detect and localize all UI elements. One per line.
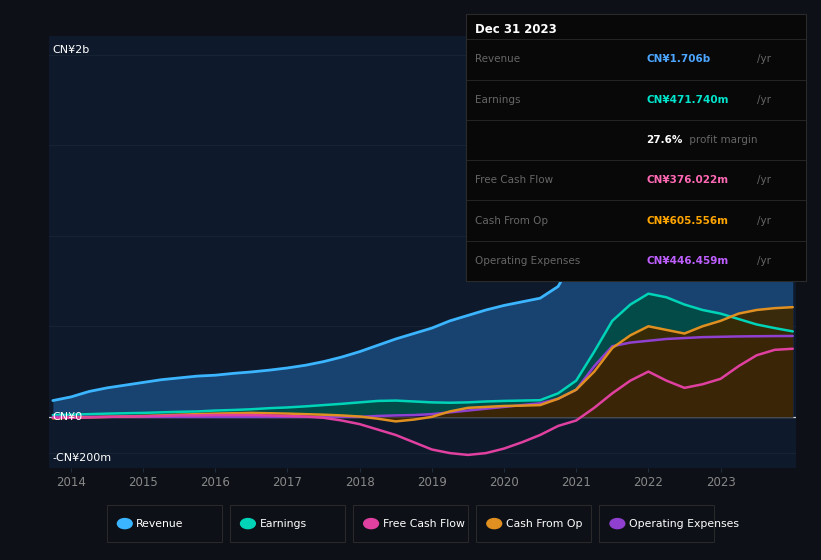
Text: 27.6%: 27.6% [646,135,682,145]
Text: /yr: /yr [757,54,771,64]
Text: profit margin: profit margin [686,135,757,145]
Text: Free Cash Flow: Free Cash Flow [475,175,553,185]
Text: Free Cash Flow: Free Cash Flow [383,519,465,529]
Text: Dec 31 2023: Dec 31 2023 [475,23,557,36]
Text: /yr: /yr [757,95,771,105]
Text: CN¥471.740m: CN¥471.740m [646,95,728,105]
Text: Earnings: Earnings [475,95,521,105]
Text: /yr: /yr [757,216,771,226]
Text: CN¥446.459m: CN¥446.459m [646,256,728,266]
Text: -CN¥200m: -CN¥200m [53,453,112,463]
Text: CN¥1.706b: CN¥1.706b [646,54,710,64]
Text: /yr: /yr [757,256,771,266]
Text: Earnings: Earnings [259,519,306,529]
Text: CN¥605.556m: CN¥605.556m [646,216,728,226]
Text: CN¥0: CN¥0 [53,412,83,422]
Text: CN¥2b: CN¥2b [53,44,90,54]
Text: Operating Expenses: Operating Expenses [629,519,739,529]
Text: Revenue: Revenue [475,54,521,64]
Text: CN¥376.022m: CN¥376.022m [646,175,728,185]
Text: Cash From Op: Cash From Op [506,519,582,529]
Text: Operating Expenses: Operating Expenses [475,256,580,266]
Text: Cash From Op: Cash From Op [475,216,548,226]
Text: Revenue: Revenue [136,519,184,529]
Text: /yr: /yr [757,175,771,185]
